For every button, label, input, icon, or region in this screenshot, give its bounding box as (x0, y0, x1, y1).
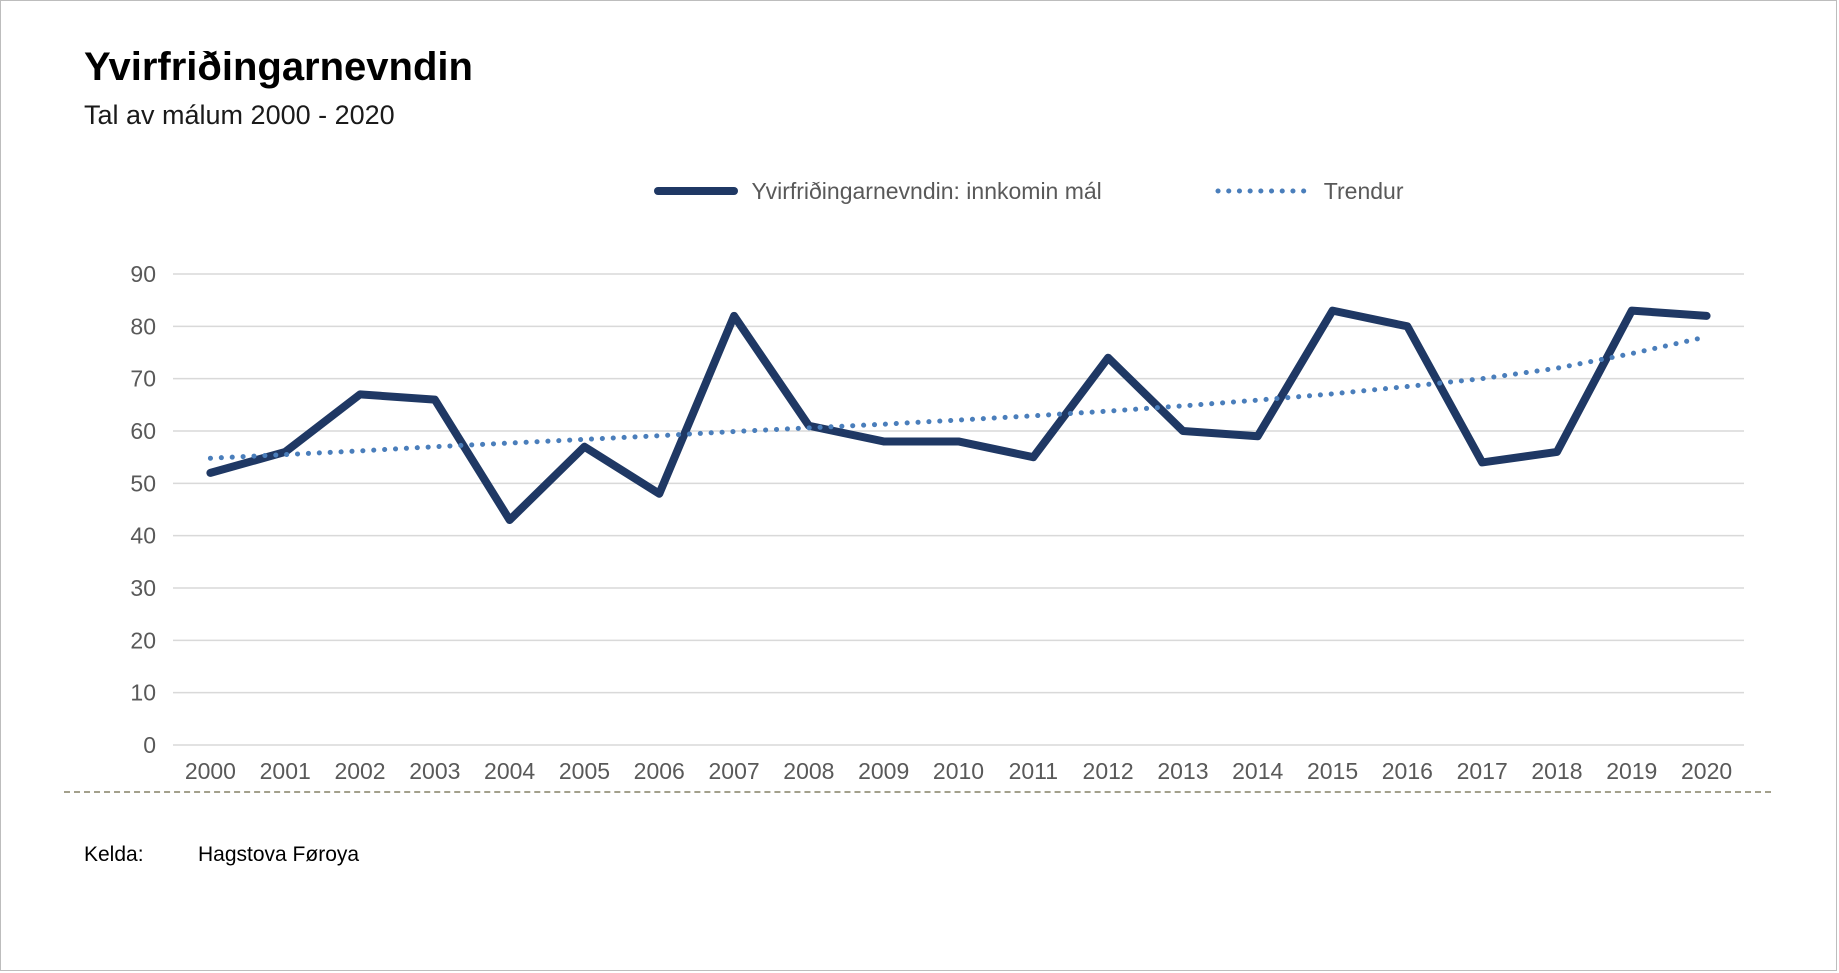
x-tick-label: 2017 (1457, 758, 1508, 784)
x-tick-label: 2006 (634, 758, 685, 784)
y-tick-label: 40 (130, 523, 156, 549)
x-tick-label: 2002 (334, 758, 385, 784)
x-tick-label: 2015 (1307, 758, 1358, 784)
y-tick-label: 90 (130, 261, 156, 287)
x-tick-label: 2018 (1531, 758, 1582, 784)
series-line (206, 306, 1711, 524)
y-tick-label: 30 (130, 575, 156, 601)
line-chart: 0 10 20 30 40 50 60 70 80 90 2000 2001 2002 2003 2004 2… (130, 261, 1744, 784)
y-tick-label: 80 (130, 313, 156, 339)
x-tick-label: 2001 (260, 758, 311, 784)
page-title: Yvirfriðingarnevndin (84, 45, 473, 89)
x-tick-label: 2009 (858, 758, 909, 784)
y-tick-label: 10 (130, 680, 156, 706)
x-tick-label: 2003 (409, 758, 460, 784)
page-subtitle: Tal av málum 2000 - 2020 (84, 100, 395, 130)
x-tick-label: 2012 (1083, 758, 1134, 784)
source-note: Kelda: Hagstova Føroya (84, 843, 1836, 867)
y-tick-label: 0 (143, 732, 156, 758)
x-tick-label: 2011 (1009, 758, 1058, 784)
y-tick-label: 50 (130, 470, 156, 496)
solid-line-swatch-icon (653, 187, 738, 195)
chart-header: Yvirfriðingarnevndin Tal av málum 2000 -… (1, 1, 1836, 131)
chart-legend: Yvirfriðingarnevndin: innkomin mál Trend… (111, 175, 1836, 207)
x-tick-label: 2007 (708, 758, 759, 784)
legend-item-trend: Trendur (1214, 177, 1404, 205)
source-value: Hagstova Føroya (198, 843, 360, 866)
x-tick-label: 2008 (783, 758, 834, 784)
dotted-line-swatch-icon (1215, 188, 1310, 194)
x-tick-label: 2014 (1232, 758, 1283, 784)
legend-series-label: Yvirfriðingarnevndin: innkomin mál (751, 177, 1102, 204)
y-tick-label: 20 (130, 627, 156, 653)
x-tick-label: 2016 (1382, 758, 1433, 784)
x-tick-label: 2019 (1606, 758, 1657, 784)
x-tick-label: 2020 (1681, 758, 1732, 784)
legend-trend-label: Trendur (1323, 177, 1404, 204)
source-label: Kelda: (84, 843, 144, 866)
x-tick-label: 2004 (484, 758, 535, 784)
y-tick-label: 60 (130, 418, 156, 444)
y-tick-label: 70 (130, 366, 156, 392)
x-tick-label: 2010 (933, 758, 984, 784)
x-tick-label: 2000 (185, 758, 236, 784)
separator-line (64, 791, 1771, 793)
legend-item-series: Yvirfriðingarnevndin: innkomin mál (653, 177, 1102, 205)
x-tick-label: 2013 (1157, 758, 1208, 784)
trend-line (207, 334, 1710, 461)
x-tick-label: 2005 (559, 758, 610, 784)
